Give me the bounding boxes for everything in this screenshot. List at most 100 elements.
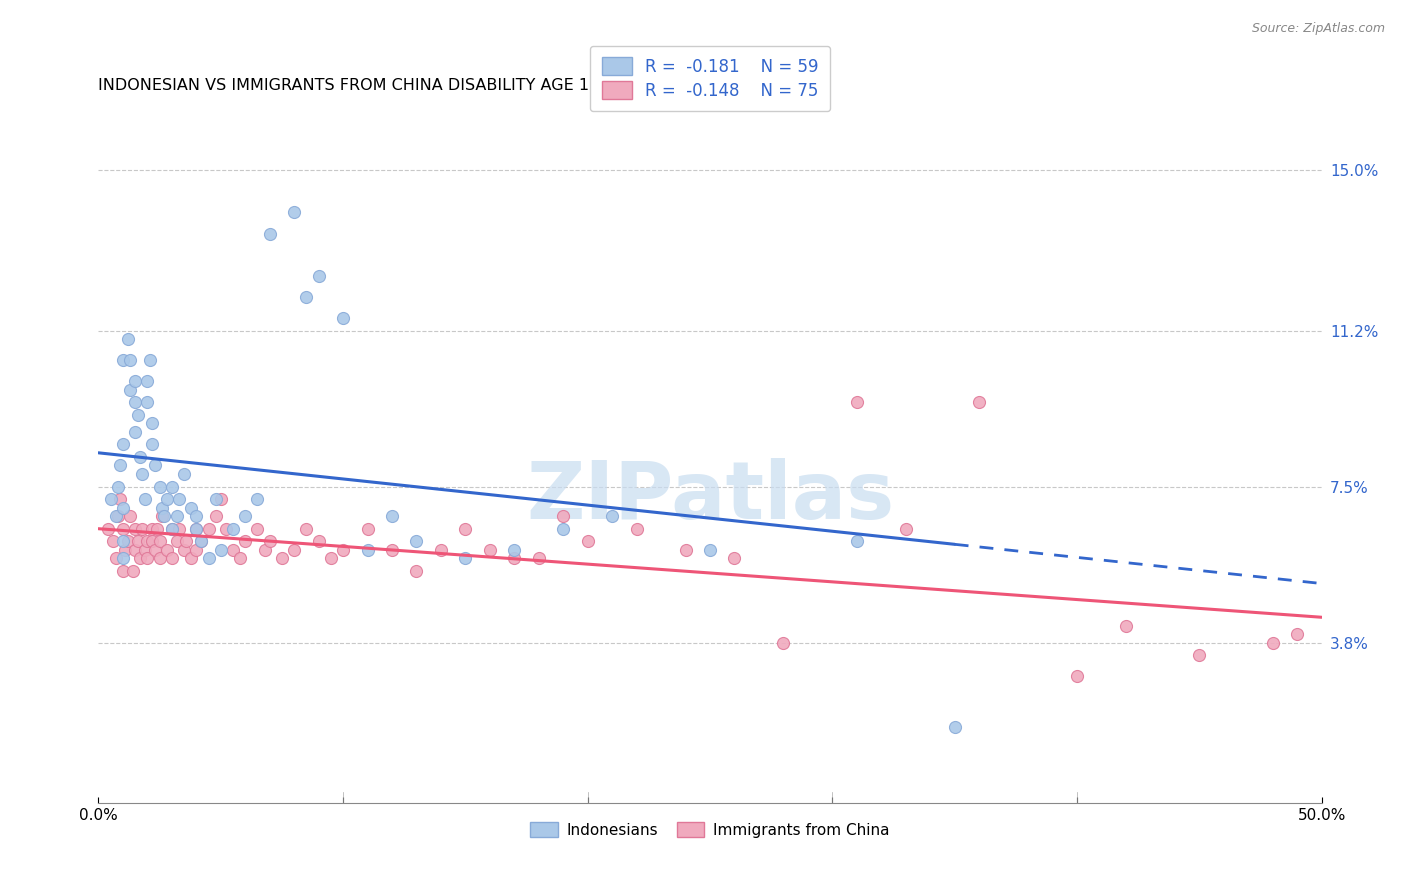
Point (356, 542, 378, 557)
Point (111, 522, 134, 536)
Point (173, 467, 195, 481)
Point (124, 395, 146, 409)
Point (772, 635, 794, 649)
Point (120, 383, 142, 397)
Point (129, 450, 152, 464)
Point (141, 534, 163, 549)
Point (149, 551, 172, 566)
Point (1261, 635, 1284, 649)
Point (845, 534, 868, 549)
Point (134, 542, 156, 557)
Point (127, 534, 149, 549)
Point (1066, 669, 1088, 683)
Point (111, 353, 134, 368)
Point (600, 509, 623, 524)
Point (124, 522, 146, 536)
Point (149, 534, 172, 549)
Point (405, 564, 427, 578)
Point (205, 492, 228, 507)
Point (283, 205, 305, 219)
Point (205, 509, 228, 524)
Point (124, 425, 146, 439)
Point (319, 551, 342, 566)
Point (111, 551, 134, 566)
Point (100, 492, 122, 507)
Point (478, 542, 501, 557)
Point (104, 509, 127, 524)
Point (180, 551, 202, 566)
Point (197, 522, 219, 536)
Point (845, 395, 868, 409)
Point (503, 542, 526, 557)
Point (166, 509, 188, 524)
Point (332, 542, 354, 557)
Point (943, 720, 966, 734)
Point (283, 542, 305, 557)
Point (253, 542, 276, 557)
Point (150, 509, 173, 524)
Point (134, 492, 156, 507)
Point (136, 374, 159, 388)
Point (381, 509, 404, 524)
Point (111, 534, 134, 549)
Point (141, 417, 163, 431)
Text: INDONESIAN VS IMMIGRANTS FROM CHINA DISABILITY AGE 18 TO 34 CORRELATION CHART: INDONESIAN VS IMMIGRANTS FROM CHINA DISA… (98, 78, 831, 94)
Point (553, 509, 575, 524)
Point (454, 551, 477, 566)
Point (129, 551, 152, 566)
Point (136, 551, 159, 566)
Point (186, 542, 208, 557)
Point (430, 542, 453, 557)
Point (107, 509, 129, 524)
Point (576, 534, 599, 549)
Point (176, 534, 198, 549)
Point (141, 522, 163, 536)
Point (173, 542, 195, 557)
Point (186, 509, 208, 524)
Point (117, 534, 139, 549)
Point (186, 522, 208, 536)
Point (104, 551, 127, 566)
Point (209, 542, 232, 557)
Text: Source: ZipAtlas.com: Source: ZipAtlas.com (1251, 22, 1385, 36)
Point (131, 467, 153, 481)
Point (167, 492, 190, 507)
Point (967, 395, 990, 409)
Point (222, 542, 245, 557)
Point (308, 534, 330, 549)
Point (136, 534, 159, 549)
Point (1188, 648, 1211, 663)
Point (160, 522, 183, 536)
Point (97, 522, 120, 536)
Point (101, 534, 124, 549)
Point (110, 458, 132, 473)
Point (214, 522, 236, 536)
Point (166, 534, 188, 549)
Point (553, 522, 575, 536)
Point (295, 522, 318, 536)
Point (246, 522, 269, 536)
Point (186, 522, 208, 536)
Point (136, 395, 159, 409)
Point (381, 542, 404, 557)
Point (332, 310, 354, 325)
Point (111, 500, 134, 515)
Point (146, 522, 169, 536)
Point (190, 534, 212, 549)
Point (160, 522, 183, 536)
Point (675, 542, 697, 557)
Point (209, 492, 232, 507)
Point (246, 492, 269, 507)
Point (153, 509, 176, 524)
Point (150, 500, 173, 515)
Point (723, 551, 745, 566)
Point (111, 437, 134, 451)
Point (699, 542, 721, 557)
Point (454, 522, 477, 536)
Point (167, 522, 190, 536)
Legend: Indonesians, Immigrants from China: Indonesians, Immigrants from China (524, 815, 896, 844)
Point (160, 479, 183, 493)
Point (160, 551, 183, 566)
Point (156, 492, 179, 507)
Point (405, 534, 427, 549)
